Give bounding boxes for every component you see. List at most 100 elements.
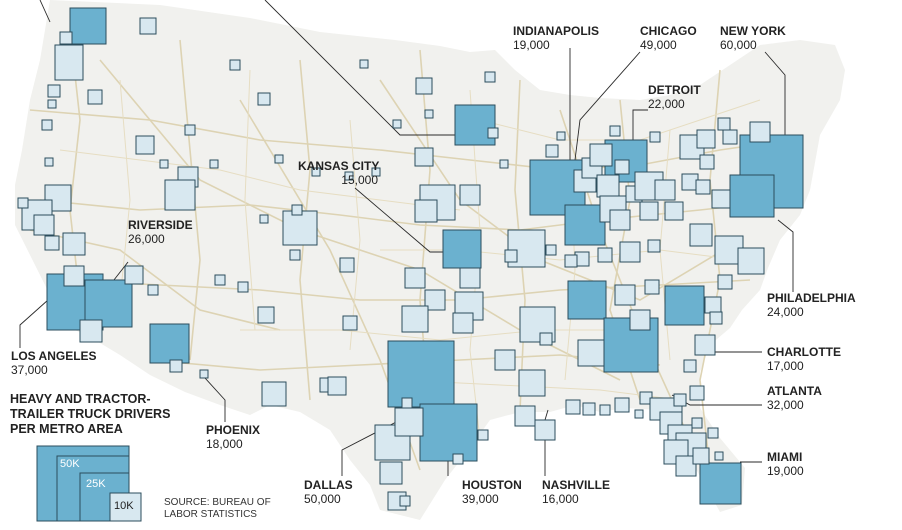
metro-square [565,399,581,415]
metro-square [399,495,411,507]
metro-square [257,92,271,106]
metro-square [487,127,499,139]
metro-square [289,249,301,261]
metro-square [597,247,613,263]
box-riverside [84,279,133,328]
metro-square [629,309,651,331]
metro-square [199,369,209,379]
label-riverside: RIVERSIDE 26,000 [128,218,193,246]
metro-square [717,117,731,131]
metro-square [282,210,318,246]
metro-square [634,409,644,419]
metro-square [63,265,85,287]
legend-label-50k: 50K [60,458,80,470]
metro-square [209,159,219,169]
metro-square [609,125,621,137]
box-philadelphia [729,174,775,218]
label-charlotte: CHARLOTTE 17,000 [767,345,841,373]
metro-square [452,312,474,334]
metro-square [514,405,536,427]
metro-square [683,359,697,373]
metro-square [414,199,438,223]
city-value: 32,000 [767,398,804,412]
metro-square [327,376,347,396]
legend-label-10k: 10K [114,500,134,512]
metro-square [371,167,381,177]
metro-square [229,59,241,71]
metro-square [707,427,719,439]
city-name: KANSAS CITY [298,159,380,173]
metro-square [499,159,509,169]
metro-square [54,44,84,81]
metro-square [691,417,703,429]
metro-square [47,84,61,98]
leader-lines [19,0,794,476]
metro-square [582,402,596,416]
label-indianapolis: INDIANAPOLIS 19,000 [513,24,599,52]
metro-square [41,119,53,131]
metro-square [539,332,553,346]
city-value: 49,000 [640,38,677,52]
legend-label-60k: 60K [9,450,29,462]
metro-square [692,447,710,465]
metro-square [717,274,733,290]
metro-square [649,131,661,143]
city-value: 18,000 [206,437,243,451]
metro-square [484,71,496,83]
metro-square [147,284,159,296]
box-miami [699,462,742,505]
metro-square [722,129,738,145]
metro-square [644,279,660,295]
metro-square [518,369,546,397]
city-name: NASHVILLE [542,478,611,492]
metro-square [79,319,103,343]
metro-square [614,159,630,175]
city-value: 16,000 [542,492,579,506]
metro-square [477,429,489,441]
metro-square [639,201,659,221]
label-atlanta: ATLANTA 32,000 [767,384,822,412]
metro-square [342,315,358,331]
metro-square [694,334,716,356]
metro-square [339,257,355,273]
city-name: PHOENIX [206,423,261,437]
metro-square [237,281,249,293]
metro-square [379,461,403,485]
metro-square [647,239,661,253]
metro-square [596,174,620,198]
legend-title: HEAVY AND TRACTOR-TRAILER TRUCK DRIVERS … [10,392,171,436]
metro-square [62,232,86,256]
metro-square [392,119,402,129]
metro-square [401,305,429,333]
metro-square [664,201,684,221]
metro-square [564,254,578,268]
metro-square [545,244,557,256]
label-kansas-city: KANSAS CITY 15,000 [298,159,380,187]
metro-square [311,167,321,177]
city-name: ATLANTA [767,384,822,398]
metro-square [135,135,155,155]
metro-square [577,339,605,367]
metro-square [359,59,369,69]
metro-square [709,311,723,325]
metro-square [401,397,413,409]
metro-square [504,249,518,263]
metro-square [545,144,559,158]
city-name: PHILADELPHIA [767,291,856,305]
metro-square [534,419,556,441]
metro-square [749,121,771,143]
label-philadelphia: PHILADELPHIA 24,000 [767,291,856,319]
metro-square [459,184,481,206]
city-value: 60,000 [720,38,757,52]
box-indianapolis [564,204,606,246]
box-houston [419,403,478,462]
metro-square [737,247,765,275]
city-name: DALLAS [304,478,353,492]
label-miami: MIAMI 19,000 [767,450,804,478]
city-value: 17,000 [767,359,804,373]
city-value: 39,000 [462,492,499,506]
city-name: INDIANAPOLIS [513,24,600,38]
road-network-secondary [59,69,761,441]
label-chicago: CHICAGO 49,000 [640,24,697,52]
